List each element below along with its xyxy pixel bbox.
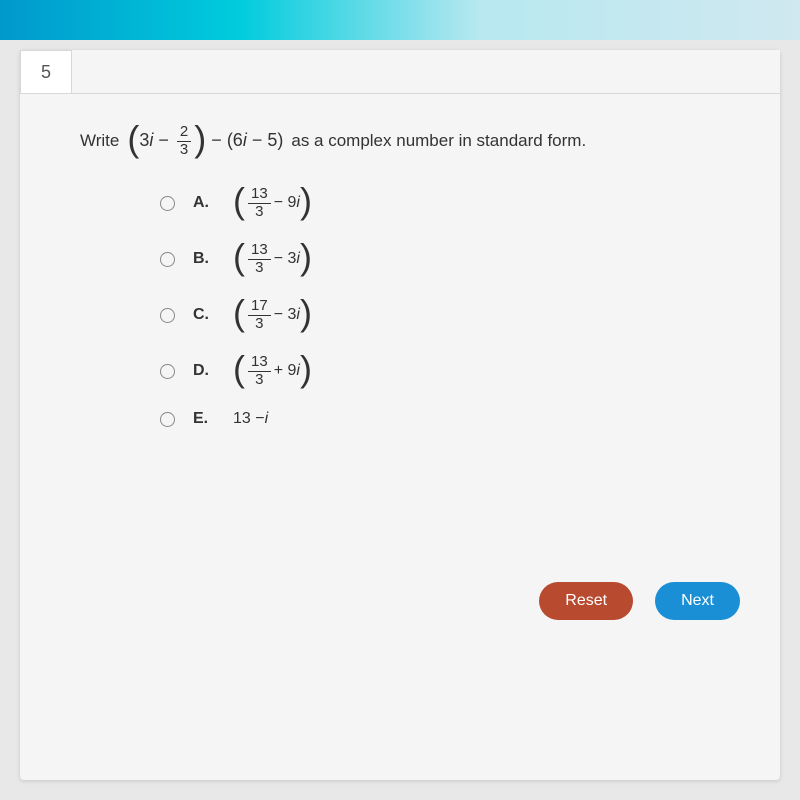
question-prompt: Write (3i − 2 3 ) − (6i − 5) as a comple…	[80, 124, 740, 158]
question-content: Write (3i − 2 3 ) − (6i − 5) as a comple…	[20, 94, 780, 490]
prompt-expression: (3i − 2 3 ) − (6i − 5)	[127, 124, 283, 158]
option-row-e[interactable]: E. 13 − i	[160, 410, 740, 428]
expr-minus: −	[158, 130, 169, 150]
option-label: C.	[193, 306, 215, 324]
option-fraction: 133	[248, 354, 271, 388]
option-math: (133 + 9i)	[233, 354, 353, 388]
question-header: 5	[20, 50, 780, 94]
radio-e[interactable]	[160, 412, 175, 427]
option-row-c[interactable]: C. (173 − 3i)	[160, 298, 740, 332]
frac-num: 2	[177, 124, 191, 142]
expr-var-i: i	[149, 130, 153, 150]
radio-d[interactable]	[160, 364, 175, 379]
question-card: 5 Write (3i − 2 3 ) − (6i − 5) as a comp…	[20, 50, 780, 780]
option-row-a[interactable]: A. (133 − 9i)	[160, 186, 740, 220]
option-row-b[interactable]: B. (133 − 3i)	[160, 242, 740, 276]
expr-coef: 3	[139, 130, 149, 150]
question-number-box: 5	[20, 50, 72, 94]
option-math: (133 − 9i)	[233, 186, 353, 220]
option-math: 13 − i	[233, 410, 353, 428]
expr-second-rest: − 5)	[247, 130, 284, 150]
option-fraction: 133	[248, 242, 271, 276]
prompt-lead: Write	[80, 131, 119, 151]
option-label: B.	[193, 250, 215, 268]
prompt-tail: as a complex number in standard form.	[291, 131, 586, 151]
question-number: 5	[41, 62, 51, 83]
next-button[interactable]: Next	[655, 582, 740, 620]
option-label: D.	[193, 362, 215, 380]
option-row-d[interactable]: D. (133 + 9i)	[160, 354, 740, 388]
option-fraction: 173	[248, 298, 271, 332]
answer-options: A. (133 − 9i) B. (133 − 3i) C. (173 − 3i) D. (1…	[160, 186, 740, 428]
option-label: A.	[193, 194, 215, 212]
frac-den: 3	[177, 142, 191, 159]
radio-c[interactable]	[160, 308, 175, 323]
expr-fraction: 2 3	[177, 124, 191, 158]
window-titlebar	[0, 0, 800, 40]
option-label: E.	[193, 410, 215, 428]
reset-button[interactable]: Reset	[539, 582, 633, 620]
expr-second-open: (6	[227, 130, 243, 150]
expr-minus2: −	[211, 130, 222, 150]
option-math: (173 − 3i)	[233, 298, 353, 332]
option-math: (133 − 3i)	[233, 242, 353, 276]
button-row: Reset Next	[539, 582, 740, 620]
option-fraction: 133	[248, 186, 271, 220]
radio-b[interactable]	[160, 252, 175, 267]
radio-a[interactable]	[160, 196, 175, 211]
